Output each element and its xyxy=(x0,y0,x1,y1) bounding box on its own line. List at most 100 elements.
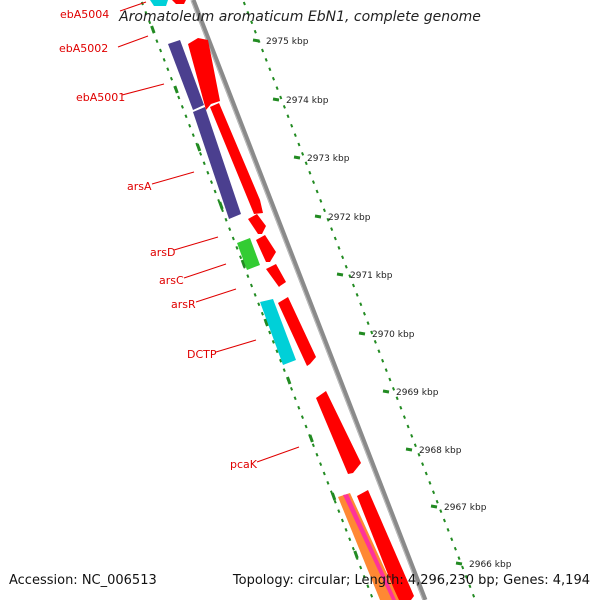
outer-tick-mark xyxy=(450,537,454,542)
inner-tick-mark xyxy=(359,565,363,570)
gene-label-leader xyxy=(195,288,237,303)
tick-label: 2969 kbp xyxy=(396,388,439,398)
outer-tick-mark xyxy=(381,358,385,363)
inner-tick-mark xyxy=(366,584,370,589)
inner-tick-mark xyxy=(206,170,210,175)
tick-label-mark xyxy=(272,97,280,102)
position-tick-labels: 2975 kbp 2974 kbp 2973 kbp 2972 kbp 2971 kbp… xyxy=(252,37,512,570)
inner-tick-mark xyxy=(257,302,261,307)
gene-DCTP-forward-feature[interactable] xyxy=(278,297,316,366)
gene-label-ebA5002[interactable]: ebA5002 xyxy=(59,42,108,55)
outer-tick-mark xyxy=(388,377,392,382)
gene-label-leader xyxy=(121,83,165,96)
gene-arsR-feature[interactable] xyxy=(266,264,286,287)
inner-tick-mark xyxy=(304,424,308,429)
genome-backbone-highlight xyxy=(190,0,424,600)
gene-bottom-stripes-inner-feature[interactable] xyxy=(343,494,396,600)
inner-tick-mark xyxy=(231,236,235,241)
gene-label-leader xyxy=(256,446,300,463)
outer-tick-mark xyxy=(246,11,250,15)
outer-tick-mark xyxy=(301,152,305,156)
gene-label-leader xyxy=(117,35,149,48)
outer-tick-mark xyxy=(421,462,425,466)
outer-tick-mark xyxy=(428,481,432,485)
gene-arsD-feature[interactable] xyxy=(248,214,266,234)
tick-label-mark xyxy=(382,389,390,394)
outer-tick-mark xyxy=(275,86,279,90)
reverse-strand-genes xyxy=(150,0,296,365)
major-tick-mark xyxy=(240,259,247,268)
gene-label-pcaK[interactable]: pcaK xyxy=(230,458,258,471)
inner-tick-mark xyxy=(162,58,166,62)
outer-tick-mark xyxy=(435,499,439,504)
outer-tick-mark xyxy=(322,208,326,213)
gene-arsD2-feature[interactable] xyxy=(256,235,276,262)
tick-label-mark xyxy=(455,561,463,566)
outer-tick-mark xyxy=(333,236,337,241)
tick-label: 2975 kbp xyxy=(266,37,309,47)
gene-top-forward-feature[interactable] xyxy=(172,0,186,4)
inner-tick-mark xyxy=(315,452,319,457)
gene-label-arsD[interactable]: arsD xyxy=(150,246,175,259)
inner-tick-mark xyxy=(297,405,301,410)
outer-tick-mark xyxy=(264,58,268,62)
gene-label-leader xyxy=(183,263,227,279)
outer-tick-mark xyxy=(395,396,399,401)
tick-label: 2973 kbp xyxy=(307,154,350,164)
gene-DCTP-feature[interactable] xyxy=(260,299,296,365)
gene-label-arsC[interactable]: arsC xyxy=(159,274,184,287)
gene-label-arsR[interactable]: arsR xyxy=(171,298,196,311)
gene-arsA-forward-feature[interactable] xyxy=(210,103,263,214)
tick-label: 2966 kbp xyxy=(469,560,512,570)
outer-tick-mark xyxy=(457,556,461,560)
gene-arsA-feature[interactable] xyxy=(193,107,241,219)
outer-tick-mark xyxy=(384,368,388,372)
gene-pcaK-feature[interactable] xyxy=(316,391,361,474)
major-tick-mark xyxy=(263,318,269,327)
outer-tick-mark xyxy=(370,330,374,335)
outer-tick-track xyxy=(242,1,476,598)
gene-ebA5002-feature[interactable] xyxy=(188,38,220,110)
gene-label-leader xyxy=(151,171,195,185)
inner-tick-mark xyxy=(246,274,250,278)
outer-tick-mark xyxy=(319,199,323,203)
inner-tick-mark xyxy=(275,349,279,354)
tick-label-mark xyxy=(293,155,301,160)
inner-tick-mark xyxy=(311,443,315,448)
outer-tick-mark xyxy=(250,20,254,25)
gene-bottom-forward-feature[interactable] xyxy=(357,490,414,600)
tick-label-mark xyxy=(430,504,438,509)
gene-arsC-feature[interactable] xyxy=(237,238,260,270)
inner-tick-mark xyxy=(282,368,286,372)
tick-label: 2972 kbp xyxy=(328,213,371,223)
inner-tick-mark xyxy=(260,311,264,316)
outer-tick-mark xyxy=(315,189,319,194)
major-tick-mark xyxy=(353,550,359,559)
inner-tick-mark xyxy=(166,67,170,72)
forward-strand-genes xyxy=(172,0,414,600)
outer-tick-mark xyxy=(337,246,341,250)
outer-tick-mark xyxy=(417,452,421,457)
gene-labels: ebA5004 ebA5002 ebA5001 arsA arsD arsC arsR DCT… xyxy=(59,1,300,471)
inner-tick-mark xyxy=(333,499,337,504)
outer-tick-mark xyxy=(432,490,436,495)
gene-ebA5004-feature[interactable] xyxy=(150,0,168,6)
outer-tick-mark xyxy=(406,424,410,429)
inner-tick-track xyxy=(140,1,374,598)
outer-tick-mark xyxy=(253,29,257,34)
topology-text: Topology: circular; Length: 4,296,230 bp… xyxy=(232,573,590,588)
inner-tick-mark xyxy=(191,133,195,137)
major-tick-mark xyxy=(173,85,179,94)
tick-label-mark xyxy=(314,214,322,219)
gene-label-arsA[interactable]: arsA xyxy=(127,180,152,193)
gene-label-ebA5001[interactable]: ebA5001 xyxy=(76,91,125,104)
outer-tick-mark xyxy=(413,443,417,448)
tick-label-mark xyxy=(405,447,413,452)
inner-tick-mark xyxy=(213,189,217,194)
gene-label-DCTP[interactable]: DCTP xyxy=(187,348,217,361)
gene-ebA5001-feature[interactable] xyxy=(168,40,204,110)
inner-tick-mark xyxy=(209,180,214,184)
tick-label: 2970 kbp xyxy=(372,330,415,340)
gene-label-ebA5004[interactable]: ebA5004 xyxy=(60,8,109,21)
